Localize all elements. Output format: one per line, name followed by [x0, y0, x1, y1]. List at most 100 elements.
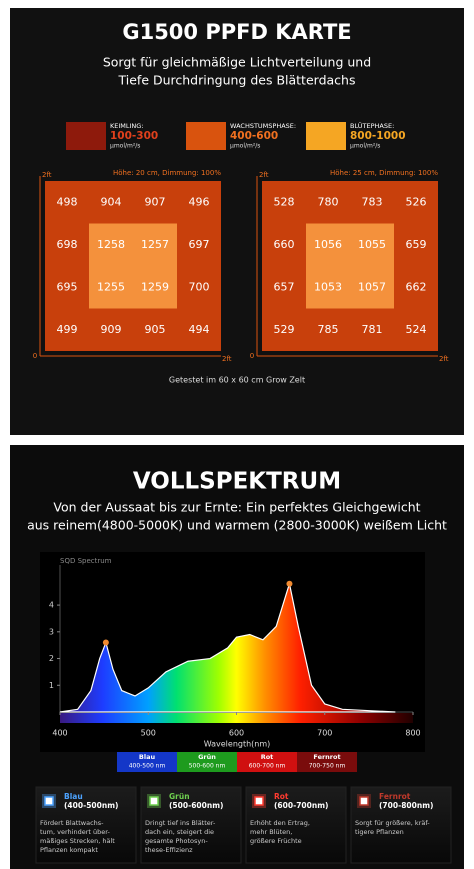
card-text: tigere Pflanzen — [355, 828, 404, 836]
card-name: Grün — [169, 792, 190, 801]
legend-label: BLÜTEPHASE: — [350, 121, 394, 130]
card-text: mäßiges Strecken, hält — [40, 837, 115, 845]
card-text: Erhöht den Ertrag, — [250, 819, 310, 827]
card-text: tum, verhindert über- — [40, 828, 110, 836]
x-tick-label: 600 — [229, 729, 244, 738]
band-box — [177, 752, 237, 772]
y-axis-label: 2ft — [259, 171, 269, 179]
spectrum-title: VOLLSPEKTRUM — [133, 469, 341, 495]
legend-unit: µmol/m²/s — [110, 143, 140, 150]
ppfd-value: 1053 — [314, 280, 342, 293]
band-range: 500-600 nm — [189, 763, 226, 770]
card-text: gesamte Photosyn- — [145, 837, 208, 845]
ppfd-value: 528 — [274, 195, 295, 208]
spectrum-subtitle: aus reinem(4800-5000K) und warmem (2800-… — [27, 518, 447, 533]
legend-range: 400-600 — [230, 130, 278, 142]
ppfd-value: 697 — [189, 238, 210, 251]
ppfd-value: 785 — [318, 323, 339, 336]
ppfd-value: 526 — [406, 195, 427, 208]
card-range: (700-800nm) — [379, 801, 433, 810]
legend-swatch — [306, 122, 346, 150]
band-name: Fernrot — [313, 753, 340, 761]
x-tick-label: 800 — [405, 729, 420, 738]
legend-range: 100-300 — [110, 130, 158, 142]
card-text: Dringt tief ins Blätter- — [145, 819, 216, 827]
y-tick-label: 2 — [49, 654, 54, 663]
legend-unit: µmol/m²/s — [230, 143, 260, 150]
x-tick-label: 700 — [317, 729, 332, 738]
origin-label: 0 — [33, 352, 37, 360]
ppfd-value: 905 — [145, 323, 166, 336]
ppfd-title: G1500 PPFD KARTE — [122, 20, 351, 44]
ppfd-value: 657 — [274, 280, 295, 293]
band-box — [237, 752, 297, 772]
y-tick-label: 3 — [49, 627, 54, 636]
grid-inner — [89, 223, 177, 309]
ppfd-value: 1255 — [97, 280, 125, 293]
ppfd-value: 783 — [362, 195, 383, 208]
y-tick-label: 4 — [49, 601, 54, 610]
card-text: dach ein, steigert die — [145, 828, 214, 836]
card-icon — [149, 796, 159, 806]
ppfd-subtitle: Sorgt für gleichmäßige Lichtverteilung u… — [103, 55, 371, 70]
x-axis-label: 2ft — [222, 355, 232, 363]
x-axis-label: 2ft — [439, 355, 449, 363]
legend-label: KEIMLING: — [110, 122, 144, 130]
card-name: Rot — [274, 792, 289, 801]
card-name: Blau — [64, 792, 83, 801]
ppfd-value: 700 — [189, 280, 210, 293]
ppfd-value: 1258 — [97, 238, 125, 251]
card-text: Sorgt für größere, kräf- — [355, 819, 430, 827]
card-text: these-Effizienz — [145, 846, 193, 854]
ppfd-value: 904 — [101, 195, 122, 208]
grid-header: Höhe: 25 cm, Dimmung: 100% — [330, 169, 438, 177]
x-axis-label: Wavelength(nm) — [204, 740, 271, 749]
ppfd-value: 781 — [362, 323, 383, 336]
x-tick-label: 500 — [141, 729, 156, 738]
ppfd-value: 659 — [406, 238, 427, 251]
ppfd-value: 529 — [274, 323, 295, 336]
origin-label: 0 — [250, 352, 254, 360]
band-range: 600-700 nm — [249, 763, 286, 770]
ppfd-value: 780 — [318, 195, 339, 208]
legend-swatch — [66, 122, 106, 150]
card-range: (400-500nm) — [64, 801, 118, 810]
ppfd-value: 1257 — [141, 238, 169, 251]
ppfd-caption: Getestet im 60 x 60 cm Grow Zelt — [169, 376, 305, 385]
card-range: (600-700nm) — [274, 801, 328, 810]
legend-swatch — [186, 122, 226, 150]
band-name: Blau — [139, 753, 156, 761]
band-range: 700-750 nm — [309, 763, 346, 770]
ppfd-subtitle: Tiefe Durchdringung des Blätterdachs — [118, 73, 356, 88]
chart-label: SQD Spectrum — [60, 557, 112, 565]
spectrum-subtitle: Von der Aussaat bis zur Ernte: Ein perfe… — [53, 500, 420, 515]
card-icon — [254, 796, 264, 806]
ppfd-value: 660 — [274, 238, 295, 251]
ppfd-value: 1055 — [358, 238, 386, 251]
peak-marker — [102, 639, 109, 646]
band-name: Grün — [198, 753, 216, 761]
band-range: 400-500 nm — [129, 763, 166, 770]
legend-label: WACHSTUMSPHASE: — [230, 122, 296, 130]
ppfd-value: 494 — [189, 323, 210, 336]
y-axis-label: 2ft — [42, 171, 52, 179]
card-text: größere Früchte — [250, 837, 302, 845]
card-icon — [359, 796, 369, 806]
y-tick-label: 1 — [49, 681, 54, 690]
band-box — [297, 752, 357, 772]
ppfd-value: 1057 — [358, 280, 386, 293]
ppfd-value: 1056 — [314, 238, 342, 251]
ppfd-value: 499 — [57, 323, 78, 336]
card-range: (500-600nm) — [169, 801, 223, 810]
x-tick-label: 400 — [52, 729, 67, 738]
card-text: mehr Blüten, — [250, 828, 292, 836]
legend-unit: µmol/m²/s — [350, 143, 380, 150]
ppfd-value: 498 — [57, 195, 78, 208]
ppfd-value: 695 — [57, 280, 78, 293]
rainbow-strip — [60, 713, 413, 723]
ppfd-value: 524 — [406, 323, 427, 336]
peak-marker — [286, 580, 293, 587]
card-text: Pflanzen kompakt — [40, 846, 98, 854]
ppfd-value: 909 — [101, 323, 122, 336]
